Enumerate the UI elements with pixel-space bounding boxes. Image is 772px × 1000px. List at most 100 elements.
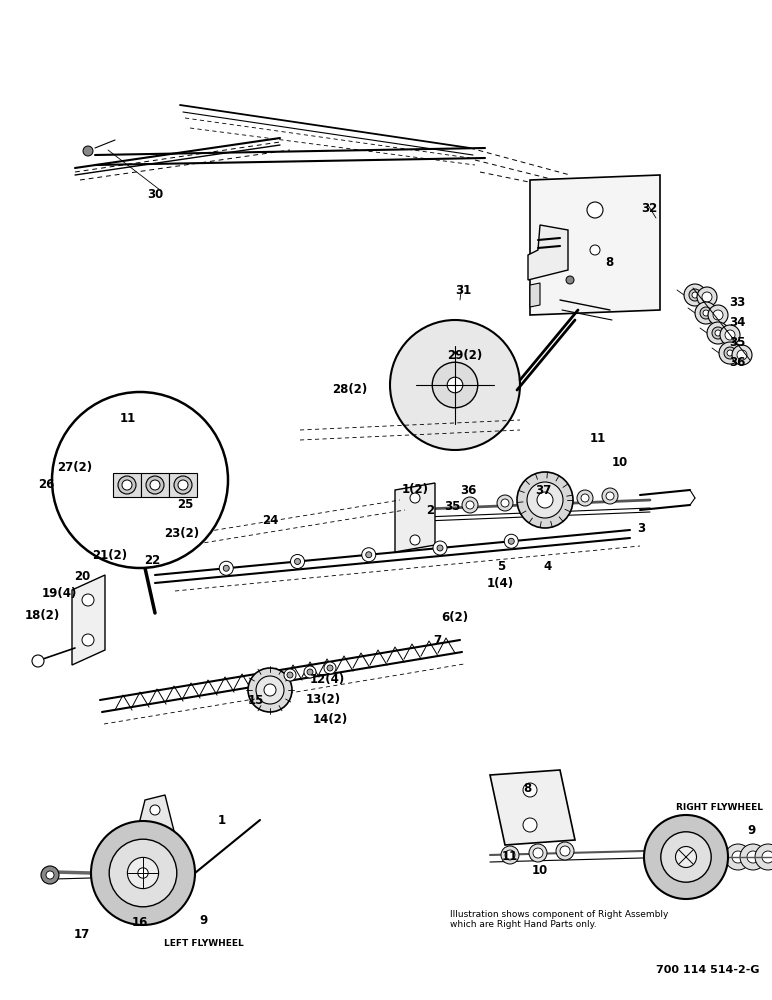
Circle shape (294, 558, 300, 564)
Circle shape (501, 499, 509, 507)
Circle shape (523, 818, 537, 832)
Text: 27(2): 27(2) (57, 460, 93, 474)
Text: 19(4): 19(4) (42, 587, 76, 600)
Circle shape (127, 857, 158, 889)
Text: 700 114 514-2-G: 700 114 514-2-G (656, 965, 760, 975)
Polygon shape (395, 483, 435, 552)
Circle shape (178, 480, 188, 490)
Circle shape (118, 476, 136, 494)
Circle shape (46, 871, 54, 879)
Circle shape (707, 322, 729, 344)
Circle shape (577, 490, 593, 506)
Circle shape (606, 492, 614, 500)
Text: 8: 8 (523, 782, 531, 796)
Circle shape (602, 488, 618, 504)
Circle shape (644, 815, 728, 899)
Text: 25: 25 (177, 498, 193, 512)
Text: 23(2): 23(2) (164, 528, 200, 540)
Circle shape (719, 342, 741, 364)
Circle shape (150, 805, 160, 815)
Text: 29(2): 29(2) (448, 349, 482, 361)
Circle shape (560, 846, 570, 856)
Circle shape (256, 676, 284, 704)
Circle shape (590, 245, 600, 255)
Text: 9: 9 (747, 824, 755, 836)
Circle shape (287, 672, 293, 678)
Text: 11: 11 (120, 412, 136, 424)
Polygon shape (528, 225, 568, 280)
Polygon shape (490, 770, 575, 845)
Circle shape (497, 495, 513, 511)
Text: 8: 8 (605, 256, 613, 269)
Text: 31: 31 (455, 284, 471, 296)
Text: 3: 3 (637, 522, 645, 534)
Text: 34: 34 (729, 316, 745, 330)
Circle shape (692, 292, 698, 298)
Circle shape (223, 565, 229, 571)
Bar (169, 473, 197, 497)
Circle shape (219, 561, 233, 575)
Text: 4: 4 (544, 560, 552, 572)
Circle shape (462, 497, 478, 513)
Circle shape (712, 327, 724, 339)
Circle shape (248, 668, 292, 712)
Text: 33: 33 (729, 296, 745, 310)
Text: LEFT FLYWHEEL: LEFT FLYWHEEL (164, 938, 244, 948)
Circle shape (732, 345, 752, 365)
Circle shape (501, 846, 519, 864)
Text: 1: 1 (218, 814, 226, 826)
Circle shape (724, 347, 736, 359)
Circle shape (447, 377, 462, 393)
Polygon shape (135, 795, 175, 845)
Circle shape (505, 850, 515, 860)
Circle shape (327, 665, 333, 671)
Text: 6(2): 6(2) (442, 610, 469, 624)
Circle shape (122, 480, 132, 490)
Polygon shape (530, 175, 660, 315)
Text: 9: 9 (200, 914, 208, 926)
Circle shape (174, 476, 192, 494)
Circle shape (689, 289, 701, 301)
Polygon shape (530, 283, 540, 307)
Circle shape (708, 305, 728, 325)
Circle shape (587, 202, 603, 218)
Text: RIGHT FLYWHEEL: RIGHT FLYWHEEL (676, 804, 764, 812)
Circle shape (146, 476, 164, 494)
Text: 10: 10 (612, 456, 628, 468)
Circle shape (362, 548, 376, 562)
Text: 24: 24 (262, 514, 278, 528)
Circle shape (290, 554, 304, 568)
Text: 12(4): 12(4) (310, 674, 344, 686)
Polygon shape (72, 575, 105, 665)
Bar (141, 473, 169, 497)
Circle shape (725, 844, 751, 870)
Circle shape (529, 844, 547, 862)
Text: 37: 37 (535, 484, 551, 496)
Circle shape (703, 310, 709, 316)
Circle shape (52, 392, 228, 568)
Circle shape (324, 662, 336, 674)
Circle shape (410, 535, 420, 545)
Circle shape (304, 666, 316, 678)
Text: 36: 36 (460, 484, 476, 496)
Circle shape (537, 492, 553, 508)
Text: 36: 36 (729, 357, 745, 369)
Text: 1(2): 1(2) (401, 484, 428, 496)
Circle shape (32, 655, 44, 667)
Circle shape (725, 330, 735, 340)
Circle shape (82, 634, 94, 646)
Text: 1(4): 1(4) (486, 576, 513, 589)
Text: 18(2): 18(2) (25, 608, 59, 621)
Circle shape (433, 541, 447, 555)
Circle shape (715, 330, 721, 336)
Circle shape (533, 848, 543, 858)
Text: 35: 35 (444, 500, 460, 514)
Circle shape (720, 325, 740, 345)
Text: Illustration shows component of Right Assembly
which are Right Hand Parts only.: Illustration shows component of Right As… (450, 910, 669, 929)
Text: 16: 16 (132, 916, 148, 928)
Circle shape (695, 302, 717, 324)
Circle shape (700, 307, 712, 319)
Circle shape (762, 851, 772, 863)
Text: 22: 22 (144, 554, 160, 568)
Text: 7: 7 (433, 634, 441, 647)
